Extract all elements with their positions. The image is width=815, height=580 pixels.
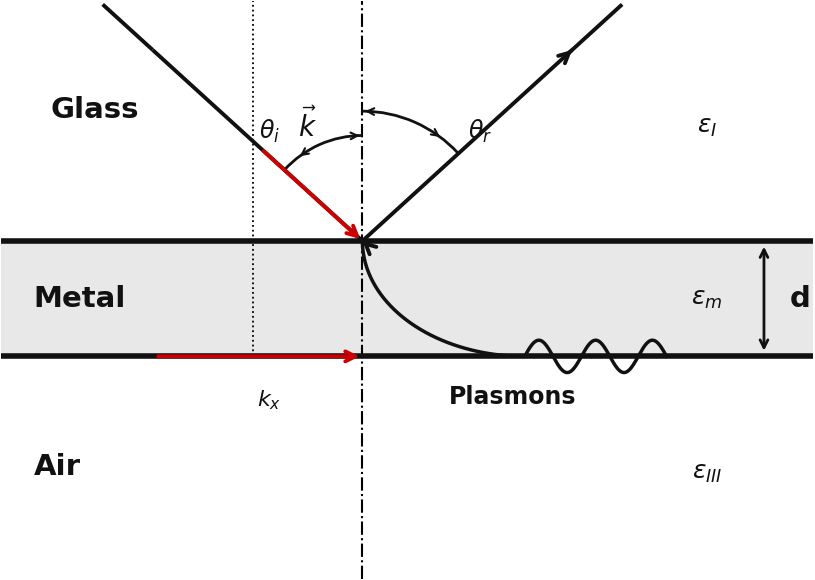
Text: $\theta_i$: $\theta_i$ [258,118,280,145]
Text: $\varepsilon_{III}$: $\varepsilon_{III}$ [692,461,722,485]
Text: $k_x$: $k_x$ [257,388,281,412]
Text: Plasmons: Plasmons [449,385,576,409]
Text: Metal: Metal [34,285,126,313]
Text: Air: Air [34,454,81,481]
Text: $\vec{k}$: $\vec{k}$ [298,108,317,143]
Text: d: d [790,285,811,313]
Text: $\theta_r$: $\theta_r$ [468,118,492,145]
Bar [2,241,813,356]
Text: $\varepsilon_m$: $\varepsilon_m$ [691,287,723,311]
Text: $\varepsilon_I$: $\varepsilon_I$ [697,115,717,139]
Text: Glass: Glass [50,96,139,124]
